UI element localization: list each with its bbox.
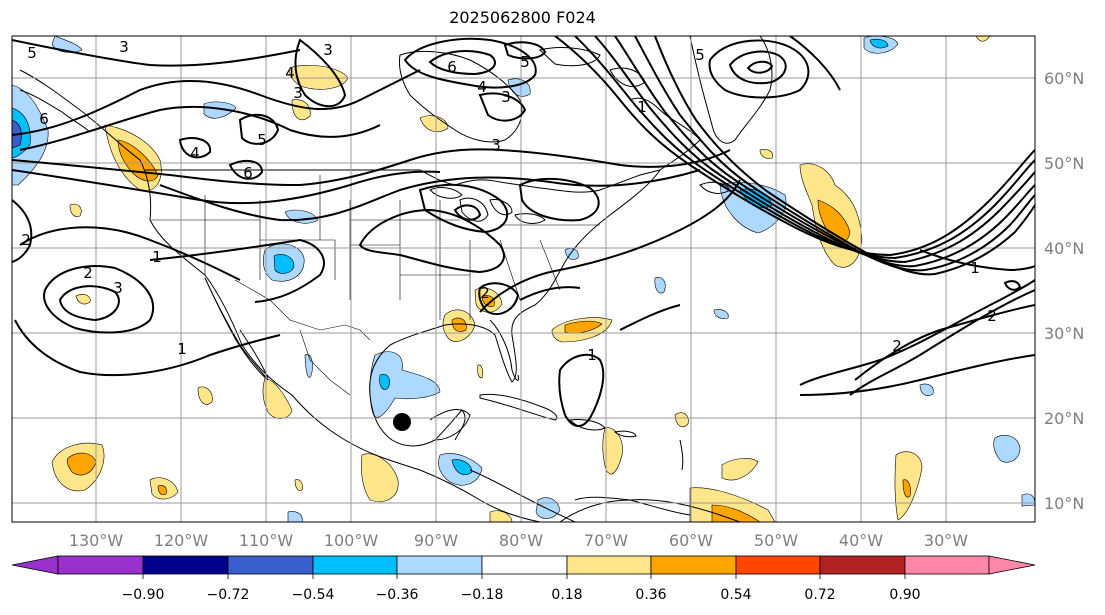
colorbar-extend-low bbox=[11, 555, 59, 575]
lon-label: 90°W bbox=[414, 531, 458, 550]
contour-label: 6 bbox=[243, 164, 253, 182]
lat-label: 60°N bbox=[1044, 69, 1084, 88]
lon-label: 110°W bbox=[239, 531, 294, 550]
contour-label: 3 bbox=[113, 279, 123, 297]
storm-center-marker bbox=[393, 413, 411, 431]
lon-label: 50°W bbox=[754, 531, 798, 550]
contour-label: 4 bbox=[285, 64, 295, 82]
contour-label: 3 bbox=[119, 38, 129, 56]
contour-label: 3 bbox=[491, 136, 501, 154]
lon-label: 40°W bbox=[839, 531, 883, 550]
contour-label: 1 bbox=[637, 98, 647, 116]
contour-label: 5 bbox=[257, 131, 267, 149]
colorbar-bin bbox=[57, 555, 144, 575]
colorbar-tick: −0.90 bbox=[122, 587, 165, 603]
coastlines bbox=[19, 36, 773, 522]
contour-label: 5 bbox=[695, 46, 705, 64]
lat-label: 10°N bbox=[1044, 494, 1084, 513]
contour-label: 1 bbox=[152, 248, 162, 266]
contour-label: 2 bbox=[83, 264, 93, 282]
contour-label: 1 bbox=[587, 346, 597, 364]
colorbar-bin bbox=[735, 555, 821, 575]
longitude-labels: 130°W 120°W 110°W 100°W 90°W 80°W 70°W 6… bbox=[69, 531, 968, 550]
lon-label: 130°W bbox=[69, 531, 124, 550]
contour-label: 3 bbox=[293, 84, 303, 102]
lon-label: 100°W bbox=[324, 531, 379, 550]
colorbar-bin bbox=[481, 555, 568, 575]
colorbar-bin bbox=[904, 555, 990, 575]
lon-label: 60°W bbox=[669, 531, 713, 550]
contour-label: 6 bbox=[39, 110, 49, 128]
lon-label: 30°W bbox=[924, 531, 968, 550]
map-title: 2025062800 F024 bbox=[449, 8, 596, 27]
colorbar-tick: 0.72 bbox=[804, 587, 835, 603]
latitude-labels: 60°N 50°N 40°N 30°N 20°N 10°N bbox=[1044, 69, 1084, 513]
colorbar-bin bbox=[650, 555, 737, 575]
lon-label: 70°W bbox=[584, 531, 628, 550]
contour-labels: 5 3 3 6 4 3 5 1 2 3 6 6 5 4 4 5 3 3 1 2 … bbox=[21, 38, 997, 364]
colorbar-tick: −0.36 bbox=[376, 587, 419, 603]
contour-label: 4 bbox=[190, 144, 200, 162]
contour-label: 1 bbox=[970, 259, 980, 277]
contour-label: 6 bbox=[447, 58, 457, 76]
colorbar-bin bbox=[396, 555, 483, 575]
lon-label: 80°W bbox=[499, 531, 543, 550]
colorbar-tick: 0.18 bbox=[551, 587, 582, 603]
colorbar-tick: −0.72 bbox=[207, 587, 250, 603]
colorbar-tick-labels: −0.90 −0.72 −0.54 −0.36 −0.18 0.18 0.36 … bbox=[122, 587, 921, 603]
colorbar-extend-high bbox=[988, 555, 1036, 575]
colorbar-tick: −0.18 bbox=[461, 587, 504, 603]
colorbar-bin bbox=[312, 555, 398, 575]
lat-label: 40°N bbox=[1044, 239, 1084, 258]
colorbar-tick: 0.90 bbox=[889, 587, 920, 603]
contour-label: 3 bbox=[323, 41, 333, 59]
contour-lines bbox=[12, 36, 1035, 427]
contour-label: 2 bbox=[987, 307, 997, 325]
colorbar-tick: 0.36 bbox=[635, 587, 666, 603]
colorbar-bin bbox=[819, 555, 906, 575]
graticule bbox=[12, 36, 1035, 522]
contour-label: 5 bbox=[27, 44, 37, 62]
colorbar bbox=[11, 555, 1036, 579]
contour-label: 1 bbox=[177, 340, 187, 358]
colorbar-tick: −0.54 bbox=[292, 587, 335, 603]
contour-label: 3 bbox=[501, 88, 511, 106]
map-border bbox=[11, 35, 1036, 523]
lat-label: 20°N bbox=[1044, 409, 1084, 428]
colorbar-bin bbox=[142, 555, 229, 575]
lon-label: 120°W bbox=[154, 531, 209, 550]
contour-label: 2 bbox=[21, 231, 31, 249]
contour-label: 2 bbox=[480, 284, 490, 302]
lat-label: 30°N bbox=[1044, 324, 1084, 343]
lat-label: 50°N bbox=[1044, 154, 1084, 173]
colorbar-bin bbox=[566, 555, 652, 575]
contour-label: 5 bbox=[520, 53, 530, 71]
colorbar-bin bbox=[227, 555, 314, 575]
map-panel bbox=[12, 36, 1035, 522]
contour-label: 2 bbox=[892, 337, 902, 355]
contour-label: 4 bbox=[477, 78, 487, 96]
colorbar-tick: 0.54 bbox=[720, 587, 751, 603]
